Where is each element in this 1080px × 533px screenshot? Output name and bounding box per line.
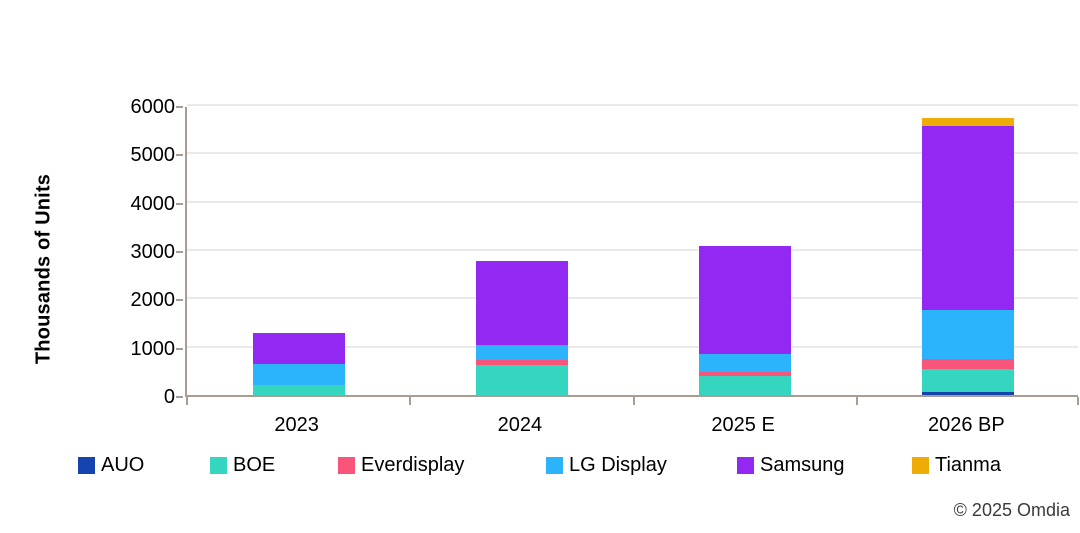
legend-swatch (210, 456, 227, 474)
legend-swatch (546, 456, 563, 474)
bar-2024 (475, 105, 568, 395)
legend-swatch (78, 456, 95, 474)
x-axis-tick-mark (632, 397, 635, 405)
legend-item-auo: AUO (78, 455, 144, 475)
y-axis-tick-label: 4000 (130, 192, 176, 215)
x-axis-category-label: 2024 (497, 414, 543, 436)
legend-label: BOE (233, 454, 276, 476)
legend-item-everdisplay: Everdisplay (338, 455, 464, 475)
gridline (187, 104, 1078, 106)
bar-segment-samsung (699, 246, 792, 354)
bar-segment-lg-display (699, 353, 792, 373)
bar-segment-samsung (252, 333, 345, 364)
bar-segment-auo (922, 391, 1015, 395)
x-axis-category-label: 2025 E (711, 414, 775, 436)
y-axis-tick-label: 2000 (130, 289, 176, 312)
gridline (187, 152, 1078, 155)
bar-2026-bp (922, 105, 1015, 395)
legend-swatch (912, 456, 929, 474)
gridline (187, 345, 1078, 348)
legend-label: LG Display (569, 454, 667, 476)
bar-segment-lg-display (252, 363, 345, 385)
y-axis-tick-label: 6000 (130, 96, 176, 118)
bar-segment-tianma (922, 118, 1015, 126)
legend-item-samsung: Samsung (737, 455, 845, 475)
bar-segment-boe (475, 365, 568, 395)
bar-segment-samsung (475, 261, 568, 345)
bar-segment-everdisplay (475, 360, 568, 366)
bar-2025-e (699, 105, 792, 395)
x-axis-tick-mark (409, 397, 412, 405)
y-axis-tick-label: 3000 (130, 241, 176, 263)
bar-segment-samsung (922, 125, 1015, 310)
y-axis-tick-mark (176, 106, 183, 108)
y-axis-tick-label: 1000 (130, 337, 176, 360)
y-axis-tick-label: 0 (163, 386, 175, 408)
bar-segment-everdisplay (699, 372, 792, 376)
y-axis-tick-mark (176, 347, 183, 350)
legend-label: Tianma (935, 454, 1001, 476)
gridline (187, 249, 1078, 251)
legend-item-boe: BOE (210, 455, 275, 475)
gridline (187, 297, 1078, 300)
bar-2023 (252, 105, 345, 395)
x-axis-category-label: 2026 BP (928, 414, 1005, 436)
bar-segment-boe (922, 368, 1015, 392)
gridline (187, 200, 1078, 203)
legend-swatch (338, 456, 355, 474)
bar-segment-boe (252, 384, 345, 395)
y-axis-title: Thousands of Units (32, 173, 55, 365)
x-axis-category-label: 2023 (274, 414, 319, 436)
x-axis-tick-mark (855, 397, 858, 405)
y-axis-tick-mark (176, 299, 183, 302)
legend-item-tianma: Tianma (912, 455, 1001, 475)
legend-label: AUO (101, 454, 145, 476)
legend-swatch (737, 456, 754, 474)
bar-segment-lg-display (922, 309, 1015, 360)
legend-label: Samsung (760, 454, 845, 476)
bar-segment-everdisplay (922, 359, 1015, 369)
y-axis-tick-mark (176, 396, 183, 398)
copyright-text: © 2025 Omdia (953, 500, 1070, 520)
y-axis-tick-mark (176, 251, 183, 253)
bar-segment-lg-display (475, 344, 568, 361)
legend-item-lg-display: LG Display (546, 455, 667, 475)
y-axis-tick-mark (176, 154, 183, 157)
y-axis-tick-mark (176, 202, 183, 205)
x-axis-tick-mark (186, 397, 188, 405)
bar-segment-boe (699, 375, 792, 395)
plot-area (185, 104, 1079, 405)
legend-label: Everdisplay (361, 454, 465, 476)
y-axis-tick-label: 5000 (130, 144, 176, 167)
x-axis-tick-mark (1077, 397, 1079, 405)
